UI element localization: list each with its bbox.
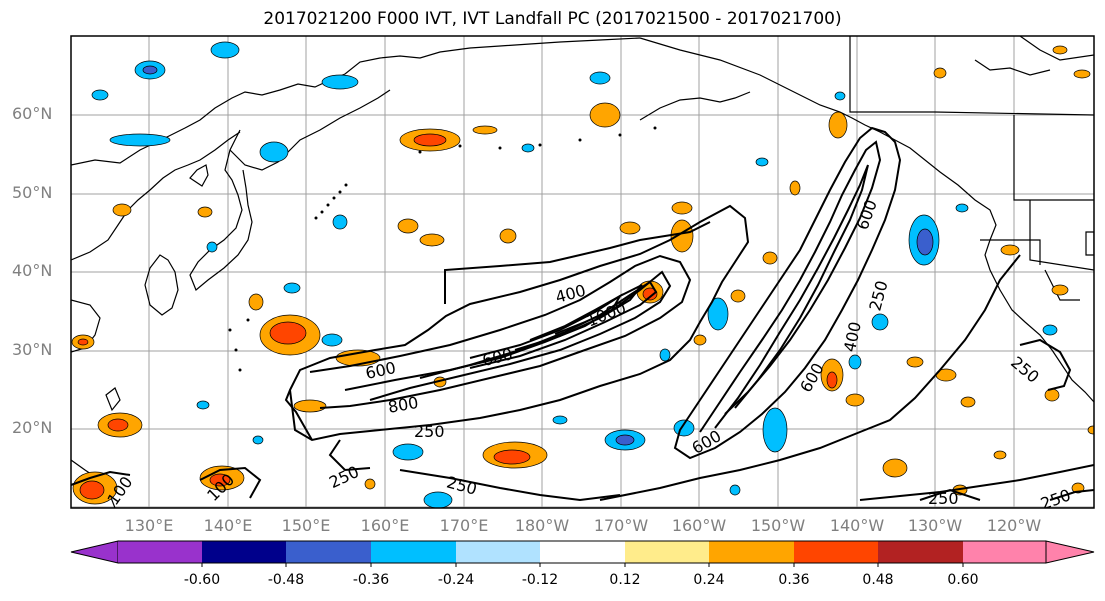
- contour-label: 250: [1038, 485, 1073, 513]
- contour-label: 250: [865, 279, 891, 313]
- colorbar-segment: [540, 541, 625, 563]
- contour-label: 250: [1007, 353, 1043, 387]
- colorbar-segment: [371, 541, 456, 563]
- colorbar-segment: [202, 541, 286, 563]
- colorbar: [70, 540, 1095, 567]
- contour-label: 600: [689, 426, 725, 458]
- colorbar-segment: [794, 541, 878, 563]
- colorbar-segment: [709, 541, 794, 563]
- ivt-contours: [71, 126, 1094, 502]
- lon-label: 170°E: [439, 516, 489, 535]
- lon-label: 140°W: [829, 516, 885, 535]
- map-title: 2017021200 F000 IVT, IVT Landfall PC (20…: [263, 9, 842, 29]
- lon-label: 160°W: [671, 516, 727, 535]
- colorbar-tick-label: -0.60: [183, 572, 221, 588]
- lon-label: 180°W: [514, 516, 570, 535]
- colorbar-tick-label: 0.24: [693, 572, 725, 588]
- colorbar-extend-high: [1045, 540, 1095, 564]
- contour-label: 600: [480, 344, 514, 370]
- colorbar-tick-label: -0.36: [352, 572, 390, 588]
- contour-label: 400: [840, 320, 865, 354]
- lon-label: 150°W: [750, 516, 806, 535]
- contour-label: 400: [553, 281, 587, 307]
- lat-label: 50°N: [12, 183, 53, 202]
- colorbar-segment: [878, 541, 963, 563]
- lon-label: 160°E: [360, 516, 410, 535]
- colorbar-segment: [118, 541, 202, 563]
- colorbar-segment: [625, 541, 709, 563]
- lon-label: 120°W: [986, 516, 1042, 535]
- colorbar-tick-label: -0.24: [437, 572, 475, 588]
- lon-label: 130°E: [124, 516, 174, 535]
- colorbar-tick-label: 0.36: [778, 572, 810, 588]
- lon-label: 130°W: [907, 516, 963, 535]
- colorbar-extend-low: [70, 540, 119, 564]
- colorbar-tick-label: 0.48: [862, 572, 894, 588]
- lon-label: 150°E: [281, 516, 331, 535]
- contour-label: 250: [326, 462, 362, 492]
- map-frame: [70, 35, 1095, 509]
- colorbar-tick-label: -0.48: [267, 572, 305, 588]
- colorbar-tick-label: -0.12: [521, 572, 559, 588]
- contour-label: 250: [414, 422, 445, 441]
- coastlines: [71, 36, 1094, 508]
- lat-label: 30°N: [12, 340, 53, 359]
- lon-label: 170°W: [593, 516, 649, 535]
- colorbar-tick-label: 0.60: [947, 572, 979, 588]
- contour-label: 250: [445, 472, 479, 498]
- lat-label: 20°N: [12, 418, 53, 437]
- colorbar-segment: [286, 541, 371, 563]
- lat-label: 60°N: [12, 104, 53, 123]
- colorbar-tick-label: 0.12: [609, 572, 641, 588]
- lat-label: 40°N: [12, 261, 53, 280]
- colorbar-segment: [963, 541, 1046, 563]
- contour-label: 800: [387, 393, 420, 417]
- contour-label: 250: [928, 489, 959, 508]
- colorbar-segment: [456, 541, 540, 563]
- lon-label: 140°E: [203, 516, 253, 535]
